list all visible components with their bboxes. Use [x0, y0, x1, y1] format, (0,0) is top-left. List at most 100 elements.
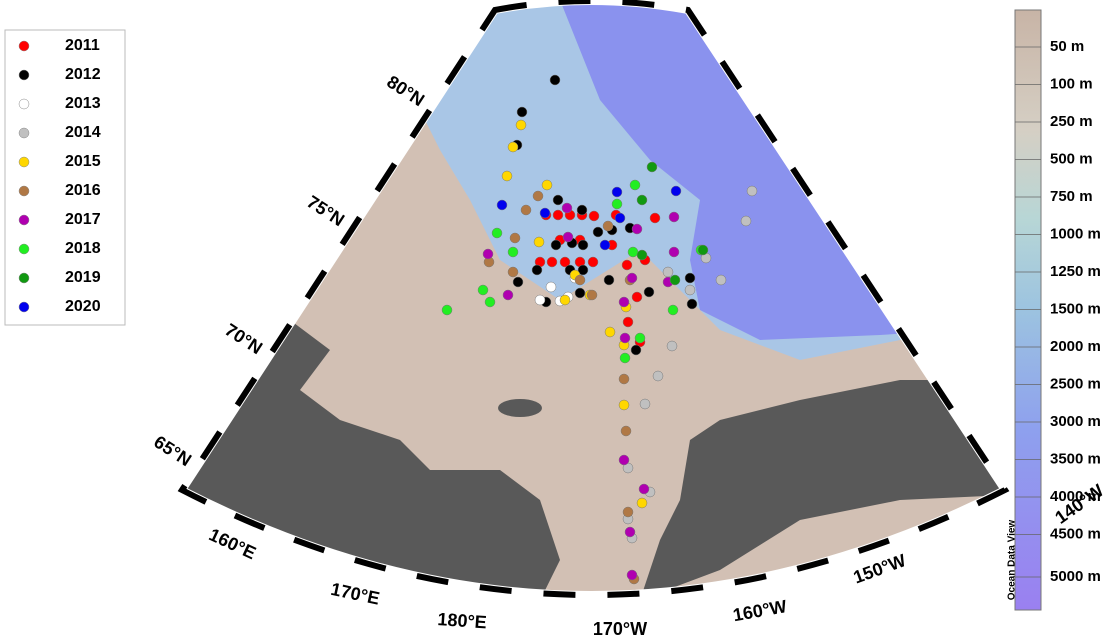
station: [697, 244, 709, 256]
latitude-label: 80°N: [383, 72, 428, 111]
station: [684, 284, 696, 296]
legend-marker: [18, 156, 30, 168]
station: [662, 266, 674, 278]
station: [638, 483, 650, 495]
station: [507, 266, 519, 278]
legend-marker: [18, 127, 30, 139]
legend-items: 2011 2012 2013 2014 2015 2016 2017 2018 2019 2020: [18, 37, 101, 315]
station: [604, 326, 616, 338]
station: [577, 239, 589, 251]
station: [552, 194, 564, 206]
legend-label: 2020: [65, 298, 101, 315]
latitude-label: 70°N: [221, 320, 266, 359]
legend-label: 2018: [65, 240, 101, 257]
station: [619, 352, 631, 364]
station: [531, 264, 543, 276]
legend-marker: [18, 98, 30, 110]
station: [668, 246, 680, 258]
colorbar-label: 50 m: [1050, 38, 1084, 55]
station: [507, 246, 519, 258]
colorbar-label: 100 m: [1050, 75, 1093, 92]
station: [619, 332, 631, 344]
station: [630, 344, 642, 356]
station: [587, 256, 599, 268]
station: [621, 259, 633, 271]
station: [624, 526, 636, 538]
station: [667, 304, 679, 316]
station: [546, 256, 558, 268]
legend-label: 2019: [65, 269, 101, 286]
stations: [441, 74, 758, 585]
station: [507, 141, 519, 153]
station: [559, 256, 571, 268]
station: [622, 316, 634, 328]
station: [622, 506, 634, 518]
station: [602, 220, 614, 232]
station: [740, 215, 752, 227]
colorbar-label: 1250 m: [1050, 263, 1101, 280]
legend-marker: [18, 40, 30, 52]
station: [636, 194, 648, 206]
station: [715, 274, 727, 286]
station: [631, 291, 643, 303]
station: [562, 231, 574, 243]
station: [509, 232, 521, 244]
station: [520, 204, 532, 216]
station: [545, 281, 557, 293]
colorbar-label: 4500 m: [1050, 525, 1101, 542]
legend-label: 2014: [65, 124, 101, 141]
latitude-label: 65°N: [150, 432, 195, 471]
station: [559, 294, 571, 306]
station: [541, 179, 553, 191]
legend-label: 2017: [65, 211, 101, 228]
station: [515, 119, 527, 131]
colorbar-label: 4000 m: [1050, 488, 1101, 505]
colorbar-label: 5000 m: [1050, 568, 1101, 585]
colorbar-label: 2500 m: [1050, 375, 1101, 392]
legend-label: 2011: [65, 37, 100, 54]
station: [618, 399, 630, 411]
station: [618, 373, 630, 385]
colorbar-label: 250 m: [1050, 113, 1093, 130]
colorbar-label: 3500 m: [1050, 450, 1101, 467]
station: [533, 236, 545, 248]
station: [599, 239, 611, 251]
station: [502, 289, 514, 301]
longitude-label: 160°W: [731, 596, 788, 625]
station: [534, 294, 546, 306]
station: [618, 454, 630, 466]
station: [441, 304, 453, 316]
credit: Ocean Data View: [1007, 520, 1018, 601]
station: [561, 202, 573, 214]
colorbar-label: 750 m: [1050, 188, 1093, 205]
station: [646, 161, 658, 173]
station: [588, 210, 600, 222]
station: [539, 207, 551, 219]
station: [684, 272, 696, 284]
station: [477, 284, 489, 296]
station: [603, 274, 615, 286]
legend-label: 2012: [65, 66, 101, 83]
station: [512, 276, 524, 288]
station: [746, 185, 758, 197]
land-asia: [182, 320, 560, 595]
longitude-label: 160°E: [206, 524, 259, 563]
station: [496, 199, 508, 211]
legend-label: 2016: [65, 182, 101, 199]
station: [574, 287, 586, 299]
station: [618, 296, 630, 308]
station: [484, 296, 496, 308]
colorbar: [1014, 9, 1042, 611]
longitude-label: 180°E: [437, 609, 488, 632]
colorbar-label: 1000 m: [1050, 225, 1101, 242]
legend-marker: [18, 185, 30, 197]
colorbar-label: 3000 m: [1050, 413, 1101, 430]
station: [668, 211, 680, 223]
station: [636, 249, 648, 261]
station: [666, 340, 678, 352]
station: [614, 212, 626, 224]
colorbar-label: 2000 m: [1050, 338, 1101, 355]
station: [611, 186, 623, 198]
legend-marker: [18, 69, 30, 81]
station: [576, 204, 588, 216]
